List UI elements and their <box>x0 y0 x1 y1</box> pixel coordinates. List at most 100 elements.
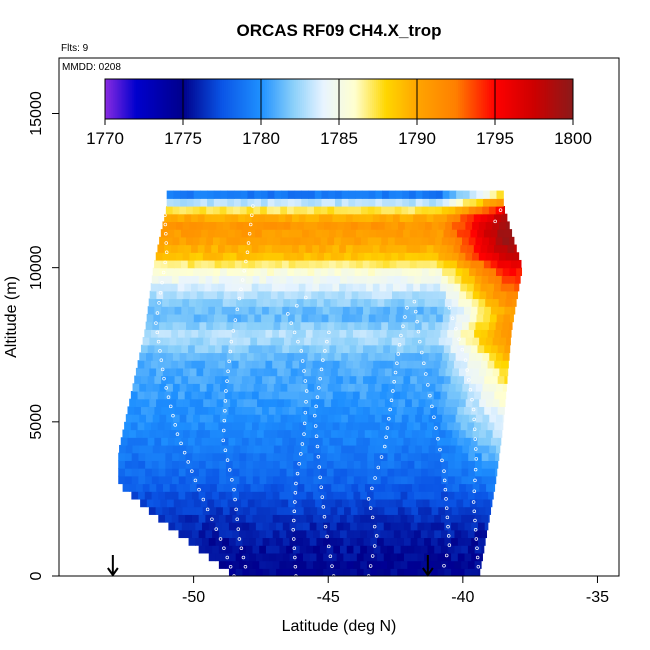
colorbar-segment <box>321 79 324 119</box>
heatmap-cell <box>232 452 240 461</box>
colorbar-segment <box>124 79 127 119</box>
heatmap-cell <box>474 275 483 284</box>
flight-track-point <box>227 468 232 472</box>
heatmap-cell <box>285 213 293 223</box>
heatmap-cell <box>380 475 389 485</box>
flight-track-point <box>239 287 243 292</box>
colorbar-segment <box>518 79 521 119</box>
heatmap-cell <box>393 545 402 554</box>
heatmap-cell <box>278 244 286 253</box>
heatmap-cell <box>329 537 338 546</box>
heatmap-cell <box>274 498 283 508</box>
heatmap-cell <box>181 344 189 354</box>
heatmap-cell <box>300 236 308 246</box>
heatmap-cell <box>341 190 350 199</box>
heatmap-cell <box>372 283 381 292</box>
heatmap-cell <box>187 259 196 269</box>
heatmap-cell <box>183 367 191 377</box>
flight-track-point <box>164 241 168 245</box>
heatmap-cell <box>356 537 365 546</box>
heatmap-cell <box>363 306 371 315</box>
heatmap-cell <box>219 452 227 461</box>
heatmap-cell <box>421 267 430 276</box>
heatmap-cell <box>387 560 395 569</box>
heatmap-cell <box>167 306 176 315</box>
heatmap-cell <box>300 352 309 361</box>
heatmap-cell <box>467 213 475 223</box>
heatmap-cell <box>471 298 480 307</box>
heatmap-cell <box>285 329 293 338</box>
flight-track-point <box>197 487 201 492</box>
heatmap-cell <box>276 506 285 515</box>
heatmap-cell <box>130 421 139 431</box>
heatmap-cell <box>257 290 265 300</box>
heatmap-cell <box>443 306 452 315</box>
heatmap-cell <box>451 221 460 230</box>
heatmap-cell <box>398 398 406 408</box>
heatmap-cell <box>377 221 386 230</box>
heatmap-cell <box>137 360 145 369</box>
heatmap-cell <box>353 491 361 500</box>
heatmap-cell <box>390 522 398 531</box>
flight-track-point <box>373 476 377 480</box>
heatmap-cell <box>208 306 216 315</box>
heatmap-cell <box>231 244 239 253</box>
heatmap-cell <box>410 568 419 576</box>
flight-track-point <box>320 495 325 499</box>
heatmap-cell <box>421 444 430 454</box>
colorbar-segment <box>352 79 356 119</box>
heatmap-cell <box>356 344 364 354</box>
heatmap-cell <box>277 483 285 492</box>
heatmap-cell <box>238 329 246 338</box>
y-tick-label: 5000 <box>28 404 45 440</box>
heatmap-cell <box>442 444 450 454</box>
heatmap-cell <box>345 283 354 292</box>
colorbar-segment <box>438 79 441 119</box>
heatmap-cell <box>278 283 286 292</box>
heatmap-cell <box>413 244 421 253</box>
heatmap-cell <box>353 468 362 477</box>
heatmap-cell <box>272 514 281 523</box>
x-tick-label: -35 <box>586 589 609 606</box>
heatmap-cell <box>425 429 433 438</box>
flight-track-point <box>397 343 402 347</box>
heatmap-cell <box>239 529 247 539</box>
heatmap-cell <box>480 213 488 223</box>
flight-track-point <box>444 506 449 510</box>
heatmap-cell <box>467 514 476 523</box>
flight-track-point <box>227 359 231 364</box>
heatmap-cell <box>280 352 288 361</box>
heatmap-cell <box>354 352 362 361</box>
heatmap-cell <box>241 375 250 384</box>
colorbar-segment <box>161 79 164 119</box>
heatmap-cell <box>219 275 227 284</box>
heatmap-cell <box>211 360 219 369</box>
heatmap-cell <box>157 283 165 292</box>
flight-track-point <box>171 413 175 418</box>
heatmap-cell <box>297 398 305 408</box>
heatmap-cell <box>166 383 174 392</box>
heatmap-cell <box>408 444 416 454</box>
flight-track-point <box>509 185 514 190</box>
heatmap-cell <box>340 236 349 246</box>
colorbar-segment <box>543 79 547 119</box>
heatmap-cell <box>299 275 308 284</box>
heatmap-cell <box>440 391 448 400</box>
heatmap-cell <box>181 522 190 531</box>
heatmap-cell <box>348 313 356 323</box>
heatmap-cell <box>311 290 319 300</box>
heatmap-cell <box>251 244 259 253</box>
heatmap-cell <box>340 475 348 485</box>
heatmap-cell <box>253 267 262 276</box>
heatmap-cell <box>366 545 375 554</box>
heatmap-cell <box>441 475 449 485</box>
flight-track-point <box>293 491 298 495</box>
heatmap-cell <box>400 360 408 369</box>
heatmap-cell <box>501 421 504 431</box>
heatmap-cell <box>461 514 469 523</box>
heatmap-cell <box>162 367 171 377</box>
heatmap-cell <box>378 483 386 492</box>
heatmap-cell <box>157 421 166 431</box>
heatmap-cell <box>350 252 359 261</box>
heatmap-cell <box>205 452 214 461</box>
